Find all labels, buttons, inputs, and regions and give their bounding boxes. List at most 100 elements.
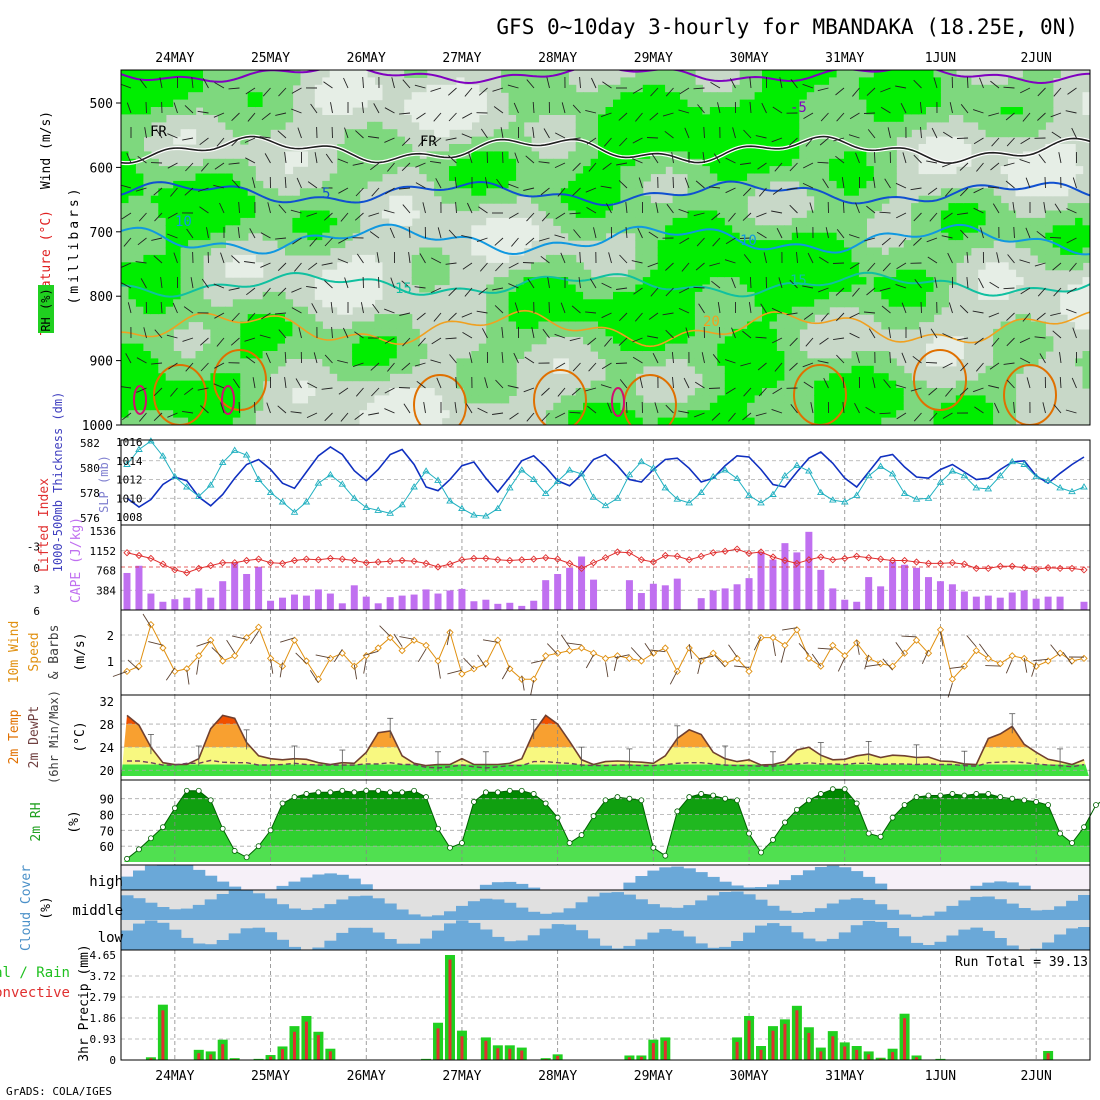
rh-cell: [471, 358, 480, 367]
rh-cell: [627, 173, 636, 182]
rh-cell: [985, 269, 994, 278]
rh-cell: [762, 240, 771, 249]
rh-cell: [829, 151, 838, 160]
rh-cell: [538, 277, 547, 286]
rh-cell: [135, 121, 144, 130]
rh-cell: [1067, 180, 1076, 189]
rh-cell: [911, 417, 920, 425]
rh-cell: [881, 365, 890, 374]
rh-cell: [240, 343, 249, 352]
rh-cell: [627, 373, 636, 382]
rh-cell: [769, 107, 778, 115]
wind-barb: [526, 412, 535, 422]
rh-cell: [724, 365, 733, 374]
rh-cell: [493, 188, 502, 197]
rh-cell: [396, 358, 405, 367]
rh-cell: [784, 343, 793, 352]
rh-cell: [165, 166, 174, 175]
rh-cell: [396, 351, 405, 359]
rh-cell: [359, 343, 368, 352]
rh-cell: [314, 343, 323, 352]
wind-barb: [672, 176, 674, 189]
rh-cell: [814, 262, 823, 271]
rh-cell: [135, 129, 144, 138]
rh-cell: [963, 114, 972, 123]
wind-barb: [337, 158, 349, 164]
rh-cell: [762, 254, 771, 263]
rh-cell: [598, 151, 607, 160]
rh-cell: [851, 402, 860, 411]
rh-cell: [285, 328, 294, 337]
rh-cell: [702, 417, 711, 425]
rh-cell: [873, 306, 882, 315]
rh-cell: [717, 232, 726, 241]
rh-cell: [627, 158, 636, 167]
rh-cell: [1082, 247, 1090, 256]
rh-cell: [918, 410, 927, 419]
rh-cell: [642, 358, 651, 367]
rh-cell: [553, 402, 562, 411]
wind-barb: [399, 112, 411, 115]
rh-cell: [247, 92, 256, 101]
rh-cell: [687, 351, 696, 359]
rh-cell: [590, 203, 599, 212]
rh-cell: [620, 351, 629, 359]
wind-barb: [368, 212, 380, 217]
rh-cell: [344, 166, 353, 175]
rh-cell: [858, 203, 867, 212]
rh-cell: [203, 217, 212, 226]
rh-cell: [739, 373, 748, 382]
rh-cell: [344, 129, 353, 138]
rh-cell: [896, 388, 905, 396]
rh-cell: [724, 336, 733, 345]
rh-cell: [993, 395, 1002, 404]
rh-cell: [873, 247, 882, 256]
rh-cell: [262, 314, 271, 323]
rh-cell: [232, 395, 241, 404]
rh-cell: [687, 343, 696, 352]
rh-cell: [150, 299, 159, 308]
rh-cell: [217, 328, 226, 337]
rh-cell: [881, 410, 890, 419]
rh-cell: [955, 225, 964, 234]
rh-cell: [881, 92, 890, 101]
rh-cell: [650, 306, 659, 315]
rh-cell: [747, 277, 756, 286]
rh-cell: [724, 136, 733, 145]
wind-barb: [514, 302, 519, 314]
rh-cell: [583, 395, 592, 404]
rh-cell: [449, 173, 458, 182]
rh-cell: [128, 269, 137, 278]
rh-cell: [911, 217, 920, 226]
rh-cell: [732, 328, 741, 337]
rh-cell: [128, 84, 137, 93]
rh-cell: [620, 203, 629, 212]
rh-cell: [799, 114, 808, 123]
rh-cell: [158, 314, 167, 323]
rh-cell: [128, 166, 137, 175]
rh-cell: [419, 395, 428, 404]
rh-cell: [493, 151, 502, 160]
rh-cell: [322, 210, 331, 219]
rh-cell: [896, 321, 905, 330]
rh-cell: [1000, 84, 1009, 93]
rh-cell: [627, 129, 636, 138]
wind-barb: [199, 206, 209, 214]
wind-barb: [361, 102, 364, 114]
rh-cell: [814, 173, 823, 182]
rh-cell: [754, 262, 763, 271]
rh-cell: [709, 158, 718, 167]
rh-cell: [1015, 114, 1024, 123]
rh-cell: [493, 277, 502, 286]
rh-cell: [210, 84, 219, 93]
rh-cell: [471, 365, 480, 374]
rh-cell: [404, 107, 413, 115]
rh-cell: [769, 136, 778, 145]
rh-cell: [322, 291, 331, 300]
rh-cell: [307, 188, 316, 197]
rh-cell: [993, 328, 1002, 337]
wind-barb: [402, 337, 411, 347]
rh-cell: [285, 92, 294, 101]
rh-cell: [173, 373, 182, 382]
wind-barb: [343, 77, 349, 89]
